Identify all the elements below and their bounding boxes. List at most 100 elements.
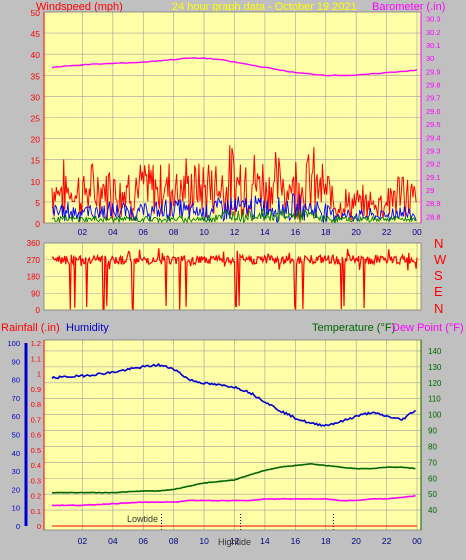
graph-date-title: 24 hour graph data - October 19 2021 bbox=[172, 1, 357, 13]
wind-ytick-label: 40 bbox=[31, 50, 41, 60]
humidity-ytick-label: 90 bbox=[12, 357, 20, 366]
wind-ytick-label: 20 bbox=[31, 135, 41, 145]
temperature-grid bbox=[44, 340, 421, 530]
wind-ytick-label: 0 bbox=[35, 219, 40, 229]
temp-ytick-label: 50 bbox=[428, 490, 437, 499]
temp-ytick-label: 80 bbox=[428, 442, 437, 451]
barometer-ytick-label: 29.1 bbox=[426, 173, 441, 182]
rain-ytick-label: 1.1 bbox=[31, 354, 41, 363]
temp-xtick-label: 20 bbox=[351, 536, 361, 546]
barometer-ytick-label: 29 bbox=[426, 186, 434, 195]
humidity-ytick-label: 60 bbox=[12, 412, 20, 421]
temp-xtick-label: 06 bbox=[139, 536, 149, 546]
wind-ytick-label: 15 bbox=[31, 156, 41, 166]
temp-ytick-label: 70 bbox=[428, 458, 437, 467]
barometer-ytick-label: 28.8 bbox=[426, 212, 441, 221]
humidity-ytick-label: 20 bbox=[12, 485, 20, 494]
wind_min-line bbox=[51, 208, 417, 225]
wind-xtick-label: 16 bbox=[291, 227, 301, 237]
barometer-ytick-label: 29.6 bbox=[426, 107, 441, 116]
barometer-ytick-label: 30.1 bbox=[426, 41, 441, 50]
humidity-ytick-label: 70 bbox=[12, 394, 20, 403]
wind-ytick-label: 25 bbox=[31, 114, 41, 124]
rain-ytick-label: 0 bbox=[37, 522, 41, 531]
humidity-ytick-label: 80 bbox=[12, 376, 20, 385]
direction-label-w: W bbox=[434, 252, 447, 267]
wind-xtick-label: 00 bbox=[412, 227, 422, 237]
temp-xtick-label: 04 bbox=[108, 536, 118, 546]
rain-ytick-label: 0.3 bbox=[31, 476, 41, 485]
direction-label-e: E bbox=[434, 284, 443, 299]
humidity-title: Humidity bbox=[66, 322, 109, 334]
rain-ytick-label: 0.2 bbox=[31, 492, 41, 501]
barometer-ytick-label: 29.8 bbox=[426, 81, 441, 90]
direction-line bbox=[51, 248, 418, 311]
rain-ytick-label: 0.9 bbox=[31, 385, 41, 394]
temp-xtick-label: 14 bbox=[260, 536, 270, 546]
rainfall-title: Rainfall (.in) bbox=[1, 322, 60, 334]
wind-xtick-label: 02 bbox=[78, 227, 88, 237]
wind-ytick-label: 45 bbox=[31, 29, 41, 39]
direction-ytick-label: 270 bbox=[27, 256, 41, 265]
temp-ytick-label: 110 bbox=[428, 395, 441, 404]
wind-axes: 0 5 10 15 20 25 30 35 40 45 50 28.8 28.9 29 29.1 29.2 29… bbox=[31, 8, 441, 237]
temperature-line bbox=[51, 462, 416, 494]
barometer-ytick-label: 29.7 bbox=[426, 94, 441, 103]
wind-ytick-label: 5 bbox=[35, 198, 40, 208]
temp-xtick-label: 00 bbox=[412, 536, 422, 546]
direction-ytick-label: 90 bbox=[31, 289, 40, 298]
wind-xtick-label: 18 bbox=[321, 227, 331, 237]
temp-ytick-label: 40 bbox=[428, 506, 437, 515]
temp-ytick-label: 90 bbox=[428, 427, 437, 436]
humidity-ytick-label: 30 bbox=[12, 467, 20, 476]
temp-xtick-label: 18 bbox=[321, 536, 331, 546]
temp-xtick-label: 10 bbox=[199, 536, 209, 546]
humidity-ytick-label: 40 bbox=[12, 449, 20, 458]
humidity-ytick-label: 0 bbox=[16, 522, 20, 531]
wind-xtick-label: 12 bbox=[230, 227, 240, 237]
wind-ytick-label: 30 bbox=[31, 92, 41, 102]
barometer-line bbox=[51, 57, 418, 77]
direction-ytick-label: 0 bbox=[36, 306, 41, 315]
direction-label-n-bottom: N bbox=[434, 301, 443, 316]
barometer-ytick-label: 29.5 bbox=[426, 120, 441, 129]
barometer-ytick-label: 30.2 bbox=[426, 28, 441, 37]
barometer-title: Barometer (.in) bbox=[372, 1, 445, 13]
temp-xtick-label: 12 bbox=[230, 536, 240, 546]
wind-xtick-label: 04 bbox=[108, 227, 118, 237]
wind-xtick-label: 22 bbox=[382, 227, 392, 237]
barometer-ytick-label: 29.9 bbox=[426, 67, 441, 76]
temperature-plot-area bbox=[44, 340, 421, 530]
direction-axes: 360 270 180 90 0 bbox=[27, 239, 422, 315]
barometer-ytick-label: 30.3 bbox=[426, 15, 441, 24]
temp-ytick-label: 130 bbox=[428, 363, 442, 372]
barometer-ytick-label: 29.2 bbox=[426, 160, 441, 169]
direction-ytick-label: 180 bbox=[27, 273, 41, 282]
rain-ytick-label: 0.7 bbox=[31, 415, 41, 424]
humidity-ytick-label: 50 bbox=[12, 431, 20, 440]
wind-xtick-label: 14 bbox=[260, 227, 270, 237]
humidity-ytick-label: 100 bbox=[7, 339, 20, 348]
wind-xtick-label: 20 bbox=[351, 227, 361, 237]
humidity-line bbox=[51, 362, 417, 427]
temp-ytick-label: 60 bbox=[428, 474, 437, 483]
barometer-ytick-label: 29.4 bbox=[426, 133, 441, 142]
temp-ytick-label: 100 bbox=[428, 411, 442, 420]
wind-xtick-label: 10 bbox=[199, 227, 209, 237]
barometer-ytick-label: 29.3 bbox=[426, 146, 441, 155]
rain-ytick-label: 0.1 bbox=[31, 507, 41, 516]
direction-plot-border bbox=[43, 242, 422, 311]
temp-ytick-label: 140 bbox=[428, 347, 442, 356]
temp-xtick-label: 16 bbox=[291, 536, 301, 546]
rain-ytick-label: 1 bbox=[37, 370, 41, 379]
rain-ytick-label: 0.6 bbox=[31, 431, 41, 440]
rain-ytick-label: 0.4 bbox=[31, 461, 41, 470]
wind-data bbox=[51, 57, 418, 225]
direction-label-n-top: N bbox=[434, 236, 443, 251]
windspeed-title: Windspeed (mph) bbox=[36, 1, 123, 13]
wind-xtick-label: 06 bbox=[139, 227, 149, 237]
dewpoint-line bbox=[51, 494, 416, 507]
